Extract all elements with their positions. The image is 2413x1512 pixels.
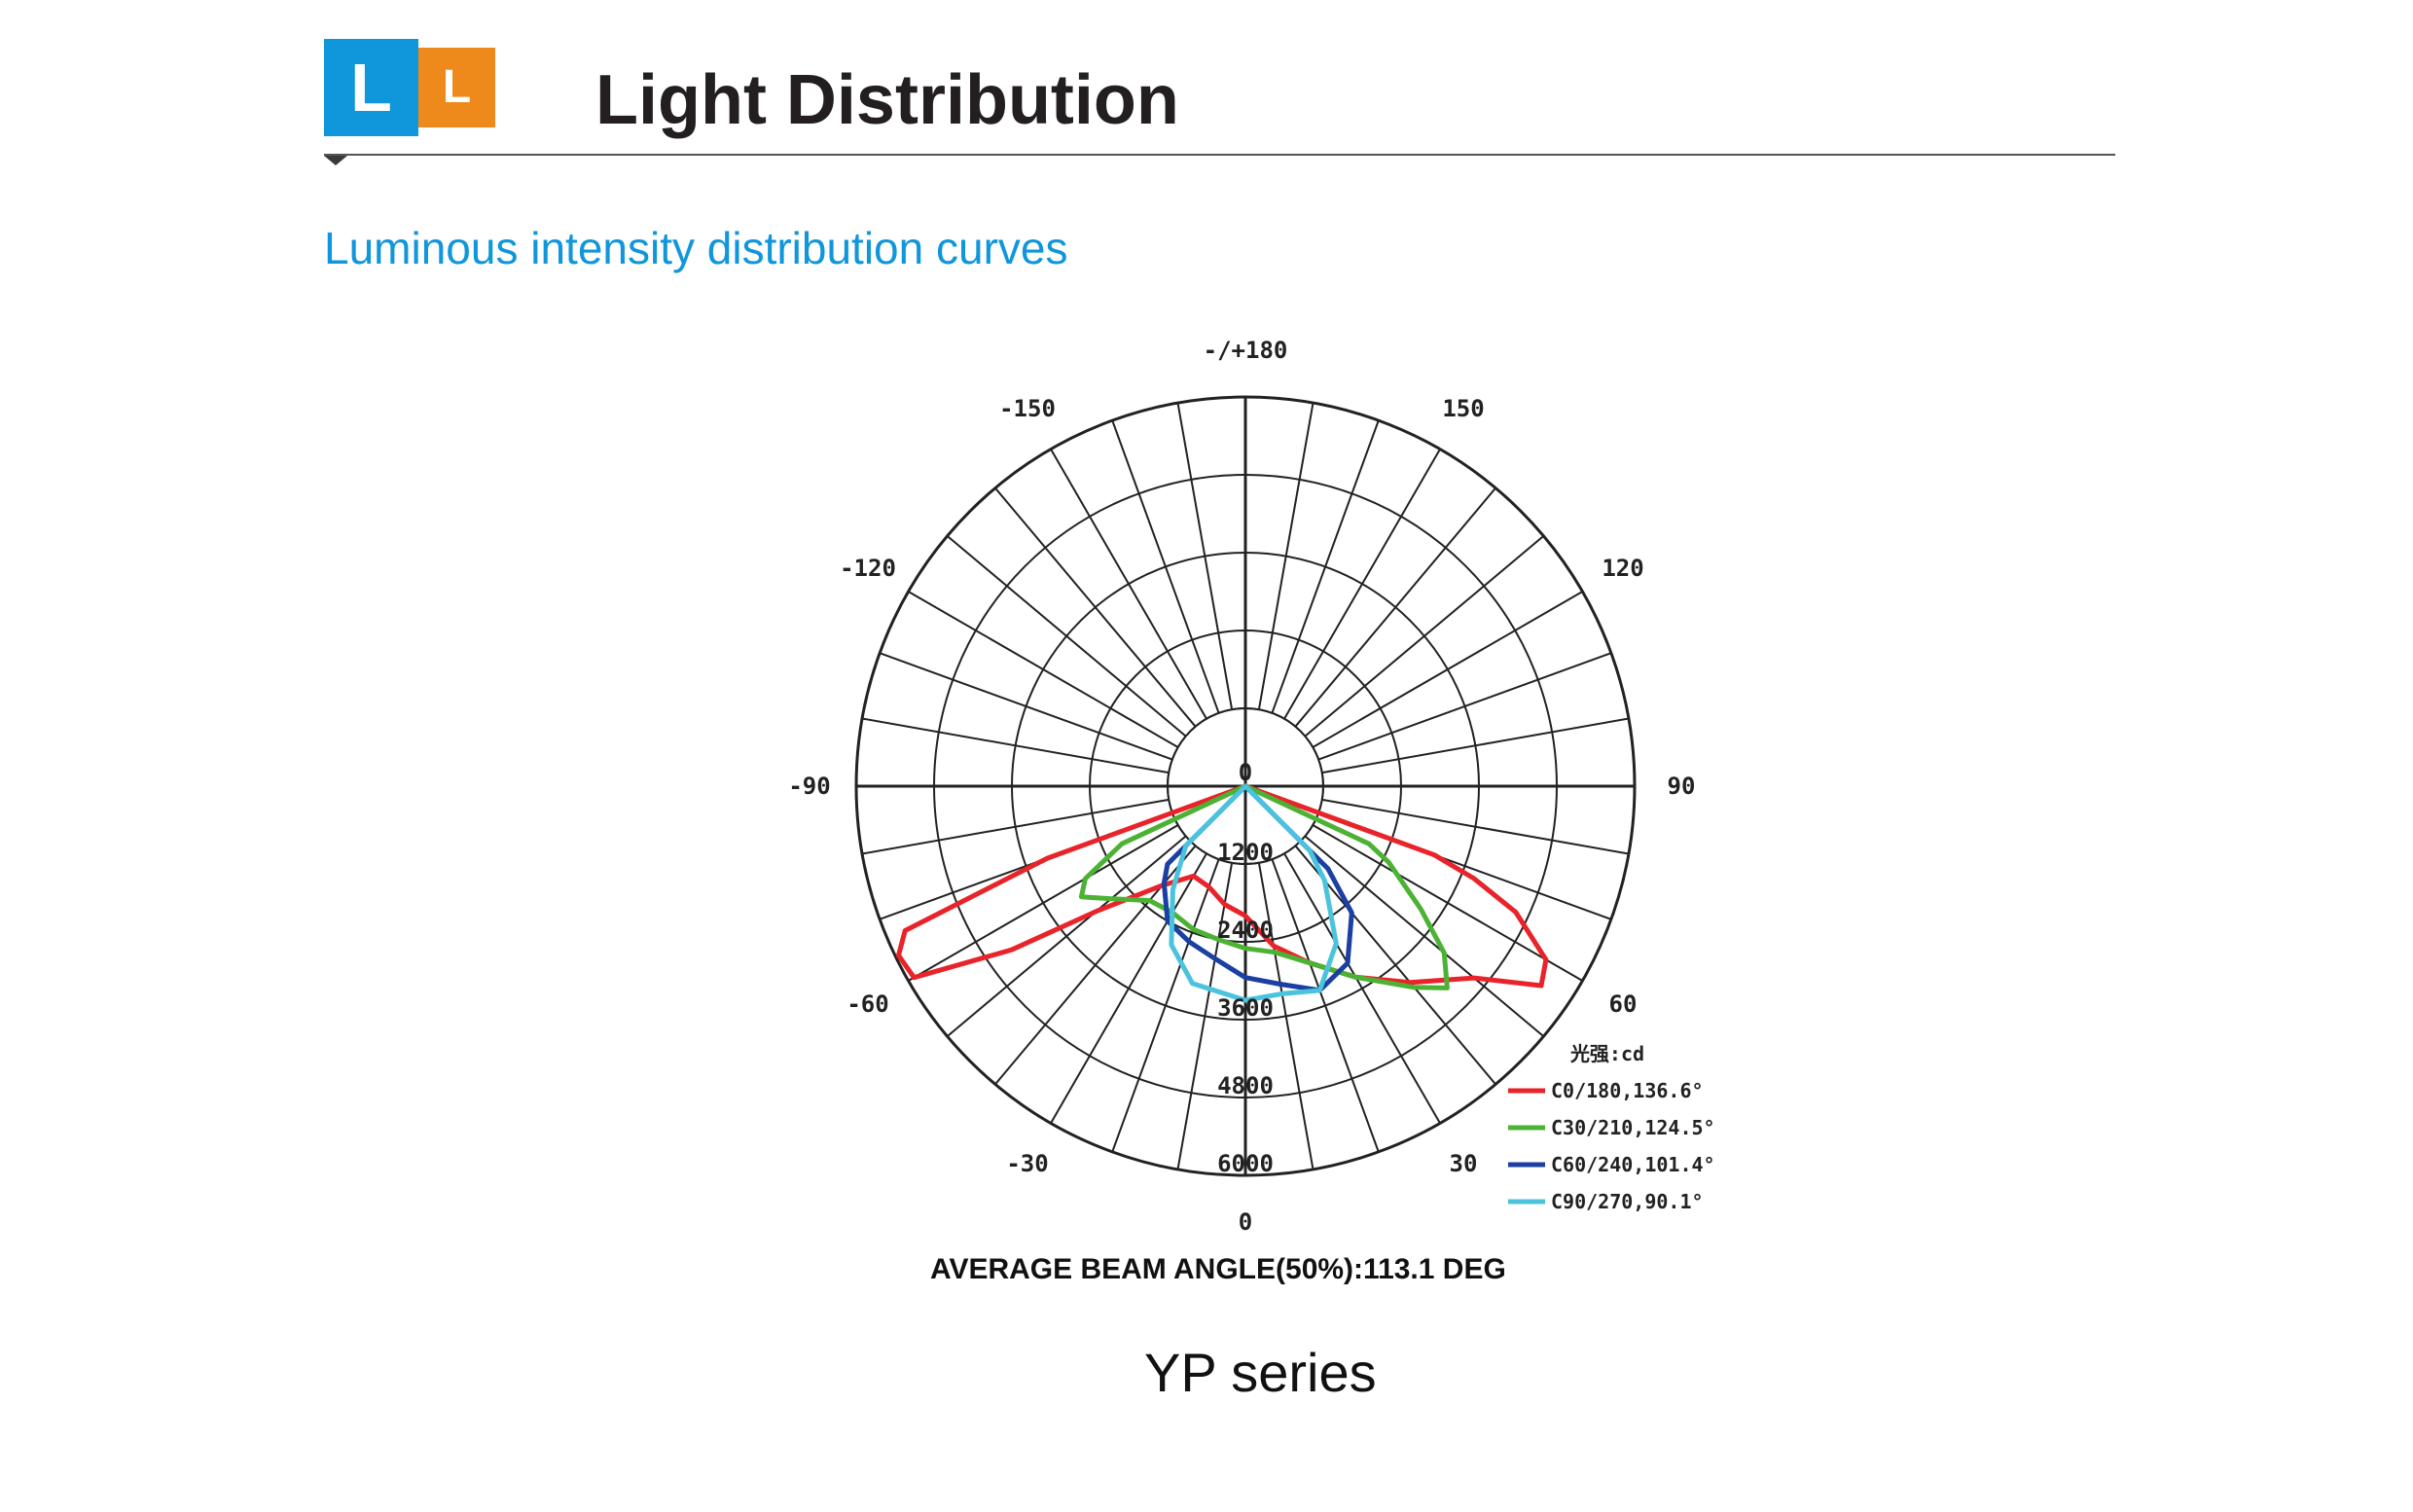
brand-logo: L L	[324, 39, 495, 136]
grid-spoke	[946, 835, 1187, 1037]
header-pointer-icon	[324, 156, 347, 165]
grid-spoke	[1271, 858, 1380, 1153]
grid-spoke	[1304, 535, 1545, 738]
angle-label: 120	[1602, 555, 1643, 582]
grid-spoke	[1321, 717, 1630, 774]
grid-spoke	[1257, 402, 1315, 710]
ring-label: 1200	[1217, 839, 1274, 866]
angle-label: -120	[840, 555, 896, 582]
legend-label: C0/180,136.6°	[1551, 1079, 1704, 1102]
grid-spoke	[1111, 858, 1220, 1153]
grid-spoke	[1050, 449, 1207, 720]
grid-spoke	[861, 798, 1170, 855]
grid-spoke	[1294, 486, 1496, 728]
grid-spoke	[1271, 419, 1380, 714]
polar-chart: -/+180 -150 150 -120 120 -90 90 -60 60 -30 30 0 0 12…	[788, 341, 1715, 1236]
angle-label: -60	[846, 990, 888, 1018]
grid-spoke	[908, 591, 1179, 748]
angle-label: 60	[1609, 990, 1638, 1018]
grid-spoke	[1317, 652, 1612, 761]
angle-labels: -/+180 -150 150 -120 120 -90 90 -60 60 -30 30 0 0	[788, 341, 1695, 1236]
ring-label: 6000	[1217, 1150, 1274, 1177]
header-divider	[324, 154, 2115, 156]
series-curve	[1169, 783, 1339, 1003]
angle-label: -30	[1006, 1150, 1048, 1177]
grid-spoke	[879, 652, 1173, 761]
grid-spoke	[1050, 852, 1207, 1124]
grid-spoke	[1283, 449, 1441, 720]
legend-label: C30/210,124.5°	[1551, 1116, 1715, 1139]
grid-spoke	[1257, 862, 1315, 1170]
page-title: Light Distribution	[595, 61, 1179, 139]
grid-spoke	[946, 535, 1187, 738]
series-caption: YP series	[1144, 1342, 1377, 1403]
chart-legend: 光强:cd C0/180,136.6° C30/210,124.5° C60/240,…	[1508, 1042, 1715, 1213]
logo-letter-orange: L	[418, 48, 495, 127]
legend-label: C90/270,90.1°	[1551, 1190, 1704, 1213]
angle-label: -90	[788, 773, 830, 800]
beam-angle-caption: AVERAGE BEAM ANGLE(50%):113.1 DEG	[930, 1253, 1506, 1285]
grid-spoke	[861, 717, 1170, 774]
angle-label: -/+180	[1204, 341, 1288, 364]
grid-spoke	[1321, 798, 1630, 855]
center-label: 0	[1239, 759, 1252, 786]
angle-label: 0	[1239, 1208, 1252, 1236]
legend-title: 光强:cd	[1569, 1042, 1644, 1065]
angle-label: -150	[999, 395, 1056, 422]
ring-label: 2400	[1217, 917, 1274, 944]
ring-label: 4800	[1217, 1072, 1274, 1099]
grid-spoke	[1312, 824, 1583, 982]
polar-grid	[854, 395, 1637, 1177]
grid-spoke	[1304, 835, 1545, 1037]
angle-label: 150	[1442, 395, 1484, 422]
ring-label: 3600	[1217, 994, 1274, 1022]
series-curve	[1078, 783, 1450, 990]
section-title: Luminous intensity distribution curves	[324, 223, 1068, 273]
grid-spoke	[908, 824, 1179, 982]
grid-spoke	[1312, 591, 1583, 748]
grid-spoke	[1283, 852, 1441, 1124]
series-curves	[896, 783, 1549, 1003]
series-curve	[1161, 783, 1354, 993]
angle-label: 90	[1668, 773, 1696, 800]
grid-spoke	[1176, 402, 1234, 710]
series-curve	[896, 783, 1549, 989]
grid-spoke	[1294, 845, 1496, 1086]
ring-labels: 1200 2400 3600 4800 6000	[1217, 839, 1274, 1177]
logo-letter-blue: L	[324, 39, 418, 136]
grid-spoke	[1176, 862, 1234, 1170]
legend-label: C60/240,101.4°	[1551, 1153, 1715, 1176]
angle-label: 30	[1450, 1150, 1478, 1177]
grid-spoke	[994, 486, 1197, 728]
grid-spoke	[1111, 419, 1220, 714]
